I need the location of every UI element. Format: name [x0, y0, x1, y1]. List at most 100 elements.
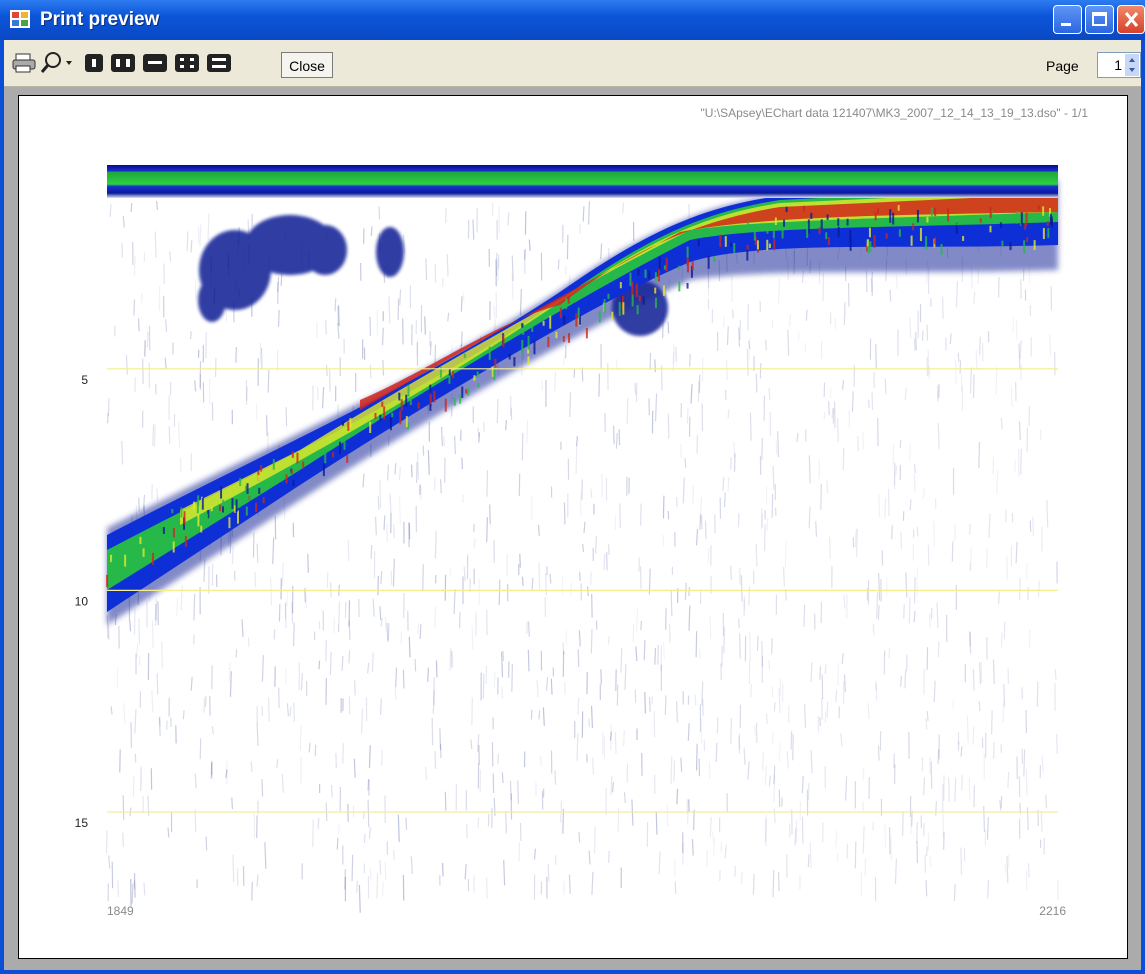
noise-streak	[122, 441, 123, 464]
noise-streak	[490, 504, 491, 524]
minimize-button[interactable]	[1053, 5, 1082, 34]
noise-streak	[309, 743, 310, 753]
noise-streak	[539, 563, 540, 589]
noise-streak	[394, 525, 395, 539]
noise-streak	[134, 299, 135, 315]
noise-streak	[147, 332, 148, 348]
noise-streak	[694, 810, 695, 831]
noise-streak	[969, 778, 970, 799]
noise-streak	[749, 586, 750, 605]
noise-streak	[793, 734, 794, 760]
close-window-button[interactable]	[1117, 5, 1145, 34]
noise-streak	[615, 732, 616, 754]
noise-streak	[262, 779, 263, 796]
noise-streak	[701, 718, 702, 744]
noise-streak	[319, 661, 320, 670]
noise-streak	[739, 618, 740, 628]
noise-streak	[502, 687, 503, 699]
surface-band	[107, 165, 1058, 198]
noise-streak	[1050, 334, 1051, 355]
close-button[interactable]: Close	[281, 52, 333, 78]
noise-streak	[569, 875, 570, 894]
zoom-button[interactable]	[40, 51, 76, 75]
noise-streak	[548, 864, 549, 881]
noise-streak	[924, 777, 925, 795]
noise-streak	[187, 231, 188, 251]
noise-streak	[376, 517, 377, 535]
noise-streak	[979, 701, 980, 710]
noise-streak	[512, 664, 513, 692]
noise-streak	[905, 670, 906, 689]
noise-streak	[428, 668, 429, 682]
noise-streak	[1057, 734, 1058, 754]
noise-streak	[767, 713, 768, 723]
noise-streak	[525, 249, 526, 259]
noise-streak	[970, 562, 971, 571]
noise-streak	[205, 696, 206, 707]
noise-streak	[345, 869, 346, 889]
noise-streak	[855, 529, 856, 547]
noise-streak	[387, 623, 388, 642]
noise-streak	[809, 455, 810, 483]
noise-streak	[929, 366, 930, 379]
noise-streak	[974, 374, 975, 398]
noise-streak	[411, 465, 412, 478]
noise-streak	[923, 488, 924, 499]
noise-streak	[473, 220, 474, 240]
noise-streak	[625, 792, 626, 803]
noise-streak	[257, 723, 258, 746]
noise-streak	[934, 681, 935, 702]
noise-streak	[428, 450, 429, 475]
noise-streak	[318, 386, 319, 400]
noise-streak	[168, 827, 169, 837]
noise-streak	[435, 751, 436, 769]
noise-streak	[599, 374, 600, 397]
noise-streak	[349, 650, 350, 663]
noise-streak	[364, 834, 365, 843]
noise-streak	[614, 426, 615, 445]
noise-streak	[497, 399, 498, 423]
y-tick-label: 15	[75, 816, 89, 830]
noise-streak	[843, 380, 844, 390]
noise-streak	[110, 204, 111, 217]
noise-streak	[170, 251, 171, 261]
noise-streak	[580, 572, 581, 581]
noise-streak	[381, 571, 382, 584]
noise-streak	[423, 564, 424, 590]
page-layout-buttons[interactable]	[84, 52, 254, 74]
noise-streak	[732, 275, 733, 301]
noise-streak	[733, 310, 734, 318]
noise-streak	[892, 525, 893, 539]
noise-streak	[773, 870, 774, 897]
noise-streak	[700, 514, 701, 530]
noise-streak	[108, 398, 109, 416]
page-spinner[interactable]: 1	[1097, 52, 1141, 78]
noise-streak	[905, 388, 906, 400]
print-button[interactable]	[12, 52, 38, 74]
noise-streak	[806, 310, 807, 321]
noise-streak	[338, 824, 339, 835]
noise-streak	[816, 521, 817, 537]
noise-streak	[1015, 461, 1016, 472]
noise-streak	[731, 566, 732, 580]
noise-streak	[583, 544, 584, 552]
noise-streak	[132, 884, 133, 904]
noise-streak	[751, 684, 752, 697]
noise-streak	[155, 231, 156, 257]
noise-streak	[268, 370, 269, 393]
noise-streak	[967, 715, 968, 742]
maximize-button[interactable]	[1085, 5, 1114, 34]
noise-streak	[980, 337, 981, 355]
noise-streak	[979, 442, 980, 468]
noise-streak	[596, 536, 597, 554]
noise-streak	[156, 599, 157, 626]
noise-streak	[795, 829, 796, 846]
noise-streak	[278, 310, 279, 327]
noise-streak	[961, 847, 962, 875]
noise-streak	[774, 703, 775, 712]
noise-streak	[483, 674, 484, 699]
noise-streak	[830, 389, 831, 399]
noise-streak	[107, 413, 108, 423]
noise-streak	[992, 710, 993, 734]
noise-streak	[130, 620, 131, 631]
